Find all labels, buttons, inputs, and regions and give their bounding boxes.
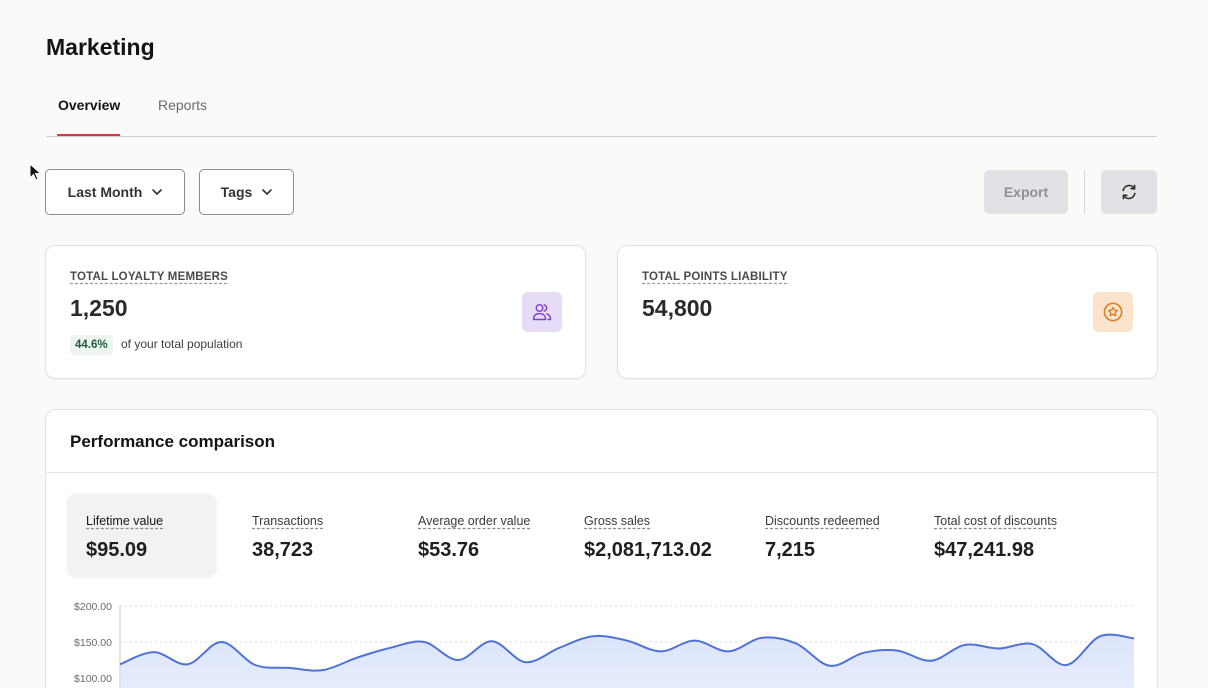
stat-label[interactable]: TOTAL POINTS LIABILITY — [642, 271, 788, 283]
users-icon — [532, 304, 552, 321]
area-fill — [120, 634, 1134, 688]
chevron-down-icon — [262, 189, 273, 195]
refresh-button[interactable] — [1101, 170, 1157, 214]
lifetime-value-chart: $200.00 $150.00 $100.00 — [74, 601, 1135, 688]
stat-value: 54,800 — [642, 295, 713, 321]
metric-average-order-value[interactable]: Average order value $53.76 — [418, 512, 530, 562]
chevron-down-icon — [152, 189, 163, 195]
y-tick-label: $200.00 — [74, 601, 112, 613]
metric-transactions[interactable]: Transactions 38,723 — [252, 512, 323, 562]
selected-metric-highlight — [67, 494, 216, 576]
tab-overview[interactable]: Overview — [58, 97, 121, 113]
series-line — [119, 633, 1135, 672]
metric-label: Discounts redeemed — [765, 514, 880, 528]
date-range-label: Last Month — [67, 184, 143, 200]
metric-value: $95.09 — [86, 539, 148, 561]
tags-label: Tags — [220, 184, 253, 200]
metric-value: $47,241.98 — [934, 539, 1035, 561]
export-button[interactable]: Export — [984, 170, 1068, 214]
metric-discounts-redeemed[interactable]: Discounts redeemed 7,215 — [765, 512, 880, 562]
stat-label[interactable]: TOTAL LOYALTY MEMBERS — [70, 271, 228, 283]
date-range-dropdown[interactable]: Last Month — [45, 169, 185, 215]
metric-label: Lifetime value — [86, 514, 164, 528]
star-badge-icon-tile — [1093, 292, 1133, 332]
tags-dropdown[interactable]: Tags — [199, 169, 294, 215]
total-points-liability-card: TOTAL POINTS LIABILITY 54,800 — [617, 245, 1158, 379]
section-title: Performance comparison — [70, 432, 276, 451]
stat-value: 1,250 — [70, 295, 128, 321]
toolbar-divider — [1084, 170, 1085, 214]
percent-badge: 44.6% — [70, 335, 113, 355]
metric-value: $2,081,713.02 — [584, 539, 712, 561]
metric-value: 38,723 — [252, 539, 314, 561]
metric-value: 7,215 — [765, 539, 816, 561]
y-tick-label: $150.00 — [74, 637, 112, 649]
metric-label: Average order value — [418, 514, 531, 528]
performance-comparison-card: Performance comparison Lifetime value $9… — [45, 409, 1158, 688]
metric-label: Transactions — [252, 514, 324, 528]
percent-description: of your total population — [121, 337, 243, 351]
tab-reports[interactable]: Reports — [158, 97, 208, 113]
page-title: Marketing — [46, 34, 155, 60]
star-badge-icon — [1103, 302, 1123, 322]
y-tick-label: $100.00 — [74, 673, 112, 685]
metric-gross-sales[interactable]: Gross sales $2,081,713.02 — [584, 512, 712, 562]
metric-label: Total cost of discounts — [934, 514, 1057, 528]
metric-total-cost-of-discounts[interactable]: Total cost of discounts $47,241.98 — [934, 512, 1057, 562]
metric-value: $53.76 — [418, 539, 480, 561]
refresh-icon — [1122, 184, 1136, 200]
users-icon-tile — [522, 292, 562, 332]
metric-label: Gross sales — [584, 514, 650, 528]
divider — [46, 472, 1157, 473]
total-loyalty-members-card: TOTAL LOYALTY MEMBERS 1,250 44.6% of you… — [45, 245, 586, 379]
mouse-cursor-icon — [29, 163, 42, 181]
metric-lifetime-value[interactable]: Lifetime value $95.09 — [86, 512, 163, 562]
tab-bar: Overview Reports — [46, 88, 1157, 137]
active-tab-indicator — [57, 134, 120, 136]
